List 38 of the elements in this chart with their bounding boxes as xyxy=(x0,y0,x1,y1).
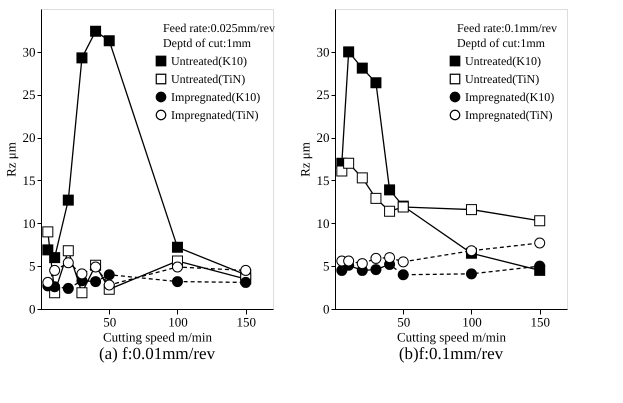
x-tick-label: 150 xyxy=(236,314,256,330)
y-axis-title: Rz μm xyxy=(298,142,312,177)
y-tick-label: 0 xyxy=(323,302,330,316)
x-axis-title: Cutting speed m/min xyxy=(102,330,213,344)
annotation: Feed rate:0.1mm/rev xyxy=(457,21,557,35)
text: (b)f:0.1mm/rev xyxy=(398,344,504,363)
x-tick-label: 50 xyxy=(103,314,116,330)
y-axis-title: Rz μm xyxy=(4,142,18,177)
annotation: Feed rate:0.025mm/rev xyxy=(163,21,275,35)
y-tick-label: 10 xyxy=(22,216,36,231)
legend-label: Impregnated(K10) xyxy=(465,90,554,104)
x-tick-label: 100 xyxy=(168,314,188,330)
y-tick-label: 30 xyxy=(22,44,36,60)
y-tick-label: 20 xyxy=(22,130,36,146)
legend-label: Impregnated(K10) xyxy=(171,90,260,104)
legend-label: Untreated(TiN) xyxy=(171,72,246,86)
legend-label: Untreated(K10) xyxy=(171,54,247,68)
y-tick-label: 25 xyxy=(316,87,330,102)
x-tick-label: 100 xyxy=(462,314,482,330)
x-axis-title: Cutting speed m/min xyxy=(396,330,507,344)
annotation: Deptd of cut:1mm xyxy=(163,36,252,50)
legend-label: Impregnated(TiN) xyxy=(465,108,553,122)
y-tick-label: 5 xyxy=(29,258,36,274)
y-tick-label: 30 xyxy=(316,44,330,60)
y-tick-label: 25 xyxy=(22,87,36,102)
x-tick-label: 50 xyxy=(397,314,410,330)
text: (a) f:0.01mm/rev xyxy=(98,344,216,363)
x-tick-label: 150 xyxy=(530,314,550,330)
legend-label: Impregnated(TiN) xyxy=(171,108,259,122)
annotation: Deptd of cut:1mm xyxy=(457,36,546,50)
y-tick-label: 10 xyxy=(316,216,330,231)
y-tick-label: 5 xyxy=(323,258,330,274)
y-tick-label: 0 xyxy=(29,302,36,316)
legend-label: Untreated(K10) xyxy=(465,54,541,68)
y-tick-label: 20 xyxy=(316,130,330,146)
y-tick-label: 15 xyxy=(22,172,36,188)
y-tick-label: 15 xyxy=(316,172,330,188)
legend-label: Untreated(TiN) xyxy=(465,72,540,86)
